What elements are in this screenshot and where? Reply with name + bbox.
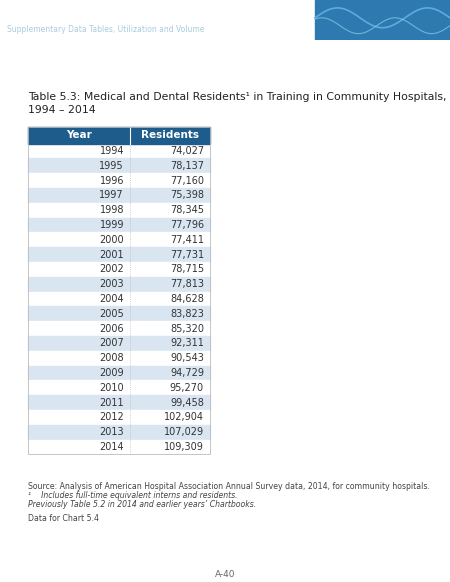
Text: 94,729: 94,729 (170, 368, 204, 378)
Bar (28, 425, 210, 439)
Bar (28, 232, 210, 247)
Text: 2008: 2008 (99, 353, 124, 363)
Text: 1997: 1997 (99, 190, 124, 200)
Text: Previously Table 5.2 in 2014 and earlier years’ Chartbooks.: Previously Table 5.2 in 2014 and earlier… (28, 501, 256, 509)
Bar (28, 218, 210, 232)
Text: 95,270: 95,270 (170, 383, 204, 393)
Bar (28, 439, 210, 455)
Text: Table 5.3: Medical and Dental Residents¹ in Training in Community Hospitals,: Table 5.3: Medical and Dental Residents¹… (28, 91, 446, 102)
Text: 77,411: 77,411 (170, 235, 204, 245)
Text: 77,731: 77,731 (170, 250, 204, 260)
Text: 1998: 1998 (99, 205, 124, 215)
Text: ¹    Includes full-time equivalent interns and residents.: ¹ Includes full-time equivalent interns … (28, 491, 238, 501)
Bar (28, 188, 210, 203)
Text: 1995: 1995 (99, 161, 124, 171)
Text: 2012: 2012 (99, 413, 124, 423)
Bar (28, 144, 210, 158)
Text: 2001: 2001 (99, 250, 124, 260)
Bar (28, 203, 210, 218)
Text: 2000: 2000 (99, 235, 124, 245)
Text: 2007: 2007 (99, 338, 124, 349)
Text: 75,398: 75,398 (170, 190, 204, 200)
Bar (28, 321, 210, 336)
Text: 1994: 1994 (99, 146, 124, 156)
Bar (28, 158, 210, 173)
Text: 77,796: 77,796 (170, 220, 204, 230)
Text: 2004: 2004 (99, 294, 124, 304)
Text: 2002: 2002 (99, 264, 124, 274)
Text: 92,311: 92,311 (170, 338, 204, 349)
Text: 2010: 2010 (99, 383, 124, 393)
Bar (28, 381, 210, 395)
Text: 2005: 2005 (99, 309, 124, 319)
Bar (28, 351, 210, 365)
Text: Supplementary Data Tables, Utilization and Volume: Supplementary Data Tables, Utilization a… (7, 24, 204, 34)
Bar (28, 292, 210, 306)
Bar (28, 247, 210, 262)
Text: Residents: Residents (141, 130, 199, 140)
Text: TRENDWATCH CHARTBOOK 2016: TRENDWATCH CHARTBOOK 2016 (7, 9, 164, 17)
Text: 2011: 2011 (99, 398, 124, 407)
Text: 2006: 2006 (99, 324, 124, 333)
Text: 1999: 1999 (99, 220, 124, 230)
Text: A-40: A-40 (215, 570, 235, 579)
Text: 84,628: 84,628 (170, 294, 204, 304)
Text: 78,345: 78,345 (170, 205, 204, 215)
Text: 90,543: 90,543 (170, 353, 204, 363)
Text: Year: Year (66, 130, 92, 140)
Text: Data for Chart 5.4: Data for Chart 5.4 (28, 514, 99, 523)
Text: 2013: 2013 (99, 427, 124, 437)
Text: 2014: 2014 (99, 442, 124, 452)
Text: 1994 – 2014: 1994 – 2014 (28, 105, 95, 115)
Text: 99,458: 99,458 (170, 398, 204, 407)
Bar (28, 126, 210, 455)
Text: 102,904: 102,904 (164, 413, 204, 423)
Text: 2003: 2003 (99, 279, 124, 289)
Text: Source: Analysis of American Hospital Association Annual Survey data, 2014, for : Source: Analysis of American Hospital As… (28, 482, 430, 491)
Bar (28, 277, 210, 292)
Text: 77,813: 77,813 (170, 279, 204, 289)
Text: 109,309: 109,309 (164, 442, 204, 452)
Bar (28, 395, 210, 410)
Bar (28, 262, 210, 277)
Bar (28, 336, 210, 351)
Text: 85,320: 85,320 (170, 324, 204, 333)
Bar (28, 365, 210, 381)
Text: 107,029: 107,029 (164, 427, 204, 437)
Text: 1996: 1996 (99, 176, 124, 186)
Text: 83,823: 83,823 (170, 309, 204, 319)
Text: 74,027: 74,027 (170, 146, 204, 156)
Bar (28, 410, 210, 425)
Bar (28, 126, 210, 144)
Bar (28, 306, 210, 321)
Bar (315, 0, 450, 40)
Bar (28, 173, 210, 188)
Text: 78,137: 78,137 (170, 161, 204, 171)
Text: 77,160: 77,160 (170, 176, 204, 186)
Text: 2009: 2009 (99, 368, 124, 378)
Text: 78,715: 78,715 (170, 264, 204, 274)
